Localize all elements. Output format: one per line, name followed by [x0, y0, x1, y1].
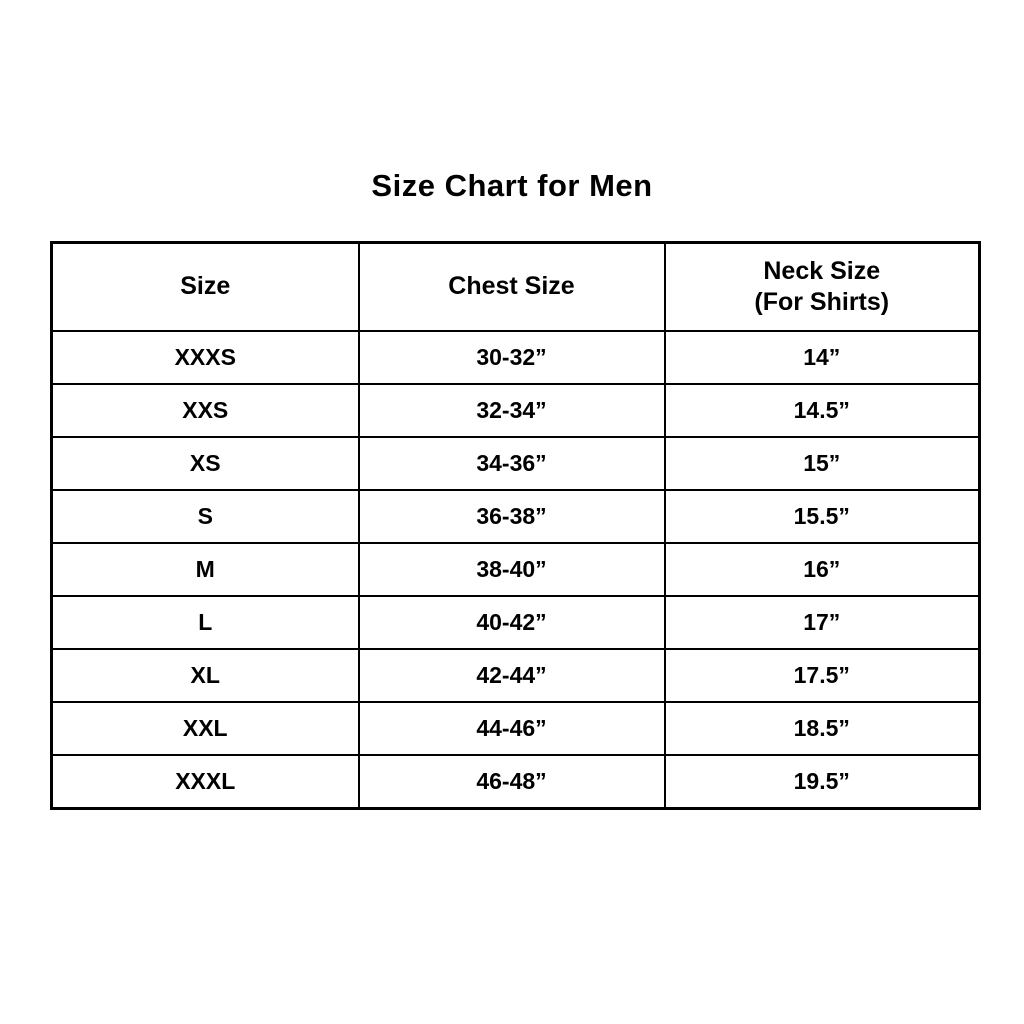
neck-cell: 17” [663, 595, 981, 650]
neck-cell: 18.5” [663, 701, 981, 756]
chest-cell: 30-32” [357, 330, 666, 385]
column-header-neck-line1: Neck Size [763, 256, 881, 285]
neck-cell: 17.5” [663, 648, 981, 703]
size-cell: L [50, 595, 360, 650]
table-row: XXS 32-34” 14.5” [50, 383, 981, 438]
size-cell: XL [50, 648, 360, 703]
neck-cell: 14.5” [663, 383, 981, 438]
chest-cell: 42-44” [357, 648, 666, 703]
table-row: S 36-38” 15.5” [50, 489, 981, 544]
size-cell: XXXS [50, 330, 360, 385]
table-row: XXXL 46-48” 19.5” [50, 754, 981, 810]
column-header-neck-line2: (For Shirts) [754, 288, 890, 316]
size-cell: S [50, 489, 360, 544]
table-row: XS 34-36” 15” [50, 436, 981, 491]
column-header-chest: Chest Size [357, 241, 666, 332]
table-row: M 38-40” 16” [50, 542, 981, 597]
size-cell: M [50, 542, 360, 597]
size-cell: XS [50, 436, 360, 491]
neck-cell: 19.5” [663, 754, 981, 810]
size-chart-table: Size Chest Size Neck Size (For Shirts) X… [50, 241, 981, 810]
chest-cell: 34-36” [357, 436, 666, 491]
chest-cell: 38-40” [357, 542, 666, 597]
table-row: XXL 44-46” 18.5” [50, 701, 981, 756]
table-row: XL 42-44” 17.5” [50, 648, 981, 703]
chest-cell: 40-42” [357, 595, 666, 650]
table-row: L 40-42” 17” [50, 595, 981, 650]
chest-cell: 32-34” [357, 383, 666, 438]
neck-cell: 14” [663, 330, 981, 385]
neck-cell: 15.5” [663, 489, 981, 544]
neck-cell: 16” [663, 542, 981, 597]
table-header-row: Size Chest Size Neck Size (For Shirts) [50, 241, 981, 332]
size-cell: XXL [50, 701, 360, 756]
chest-cell: 36-38” [357, 489, 666, 544]
size-cell: XXS [50, 383, 360, 438]
chest-cell: 44-46” [357, 701, 666, 756]
column-header-neck: Neck Size (For Shirts) [663, 241, 981, 332]
column-header-size: Size [50, 241, 360, 332]
table-row: XXXS 30-32” 14” [50, 330, 981, 385]
neck-cell: 15” [663, 436, 981, 491]
size-cell: XXXL [50, 754, 360, 810]
page-title: Size Chart for Men [371, 168, 653, 203]
chest-cell: 46-48” [357, 754, 666, 810]
